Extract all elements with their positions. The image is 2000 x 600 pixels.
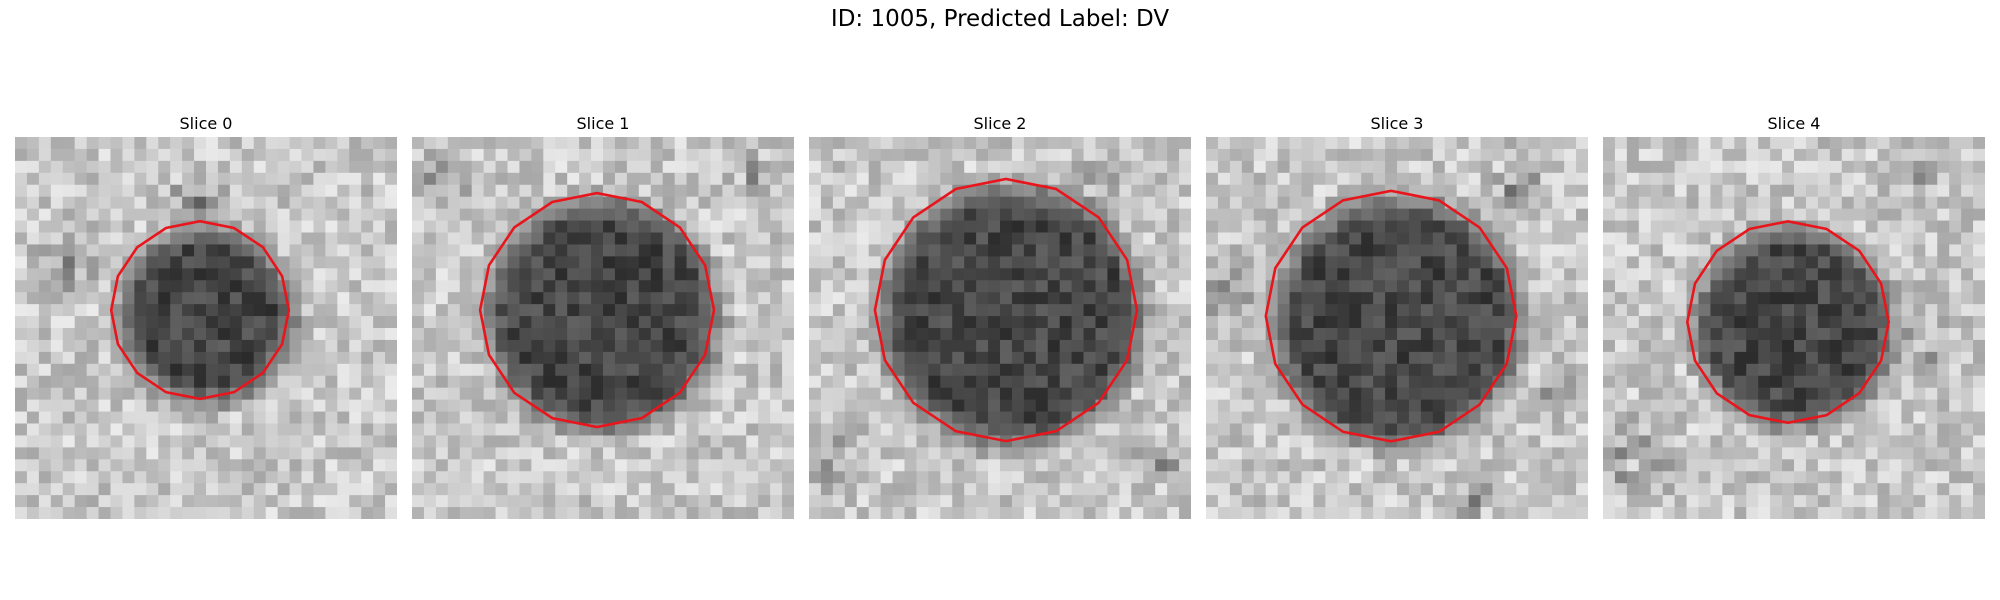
- slice-panel-0: Slice 0: [15, 113, 397, 519]
- figure-title: ID: 1005, Predicted Label: DV: [830, 6, 1170, 32]
- slice-image-4: [1603, 137, 1985, 519]
- slice-panel-2: Slice 2: [809, 113, 1191, 519]
- slice-image-0: [15, 137, 397, 519]
- slice-title-2: Slice 2: [973, 114, 1027, 133]
- slice-image-1: [412, 137, 794, 519]
- segmentation-contour: [873, 177, 1139, 443]
- segmentation-contour: [1264, 189, 1518, 443]
- slice-panel-1: Slice 1: [412, 113, 794, 519]
- slice-title-0: Slice 0: [179, 114, 233, 133]
- segmentation-contour: [478, 191, 716, 429]
- slice-title-3: Slice 3: [1370, 114, 1424, 133]
- slice-image-2: [809, 137, 1191, 519]
- slice-title-1: Slice 1: [576, 114, 630, 133]
- segmentation-contour: [1685, 219, 1891, 425]
- slice-title-4: Slice 4: [1767, 114, 1821, 133]
- slice-panel-4: Slice 4: [1603, 113, 1985, 519]
- slice-panel-3: Slice 3: [1206, 113, 1588, 519]
- slice-image-3: [1206, 137, 1588, 519]
- segmentation-contour: [109, 219, 291, 401]
